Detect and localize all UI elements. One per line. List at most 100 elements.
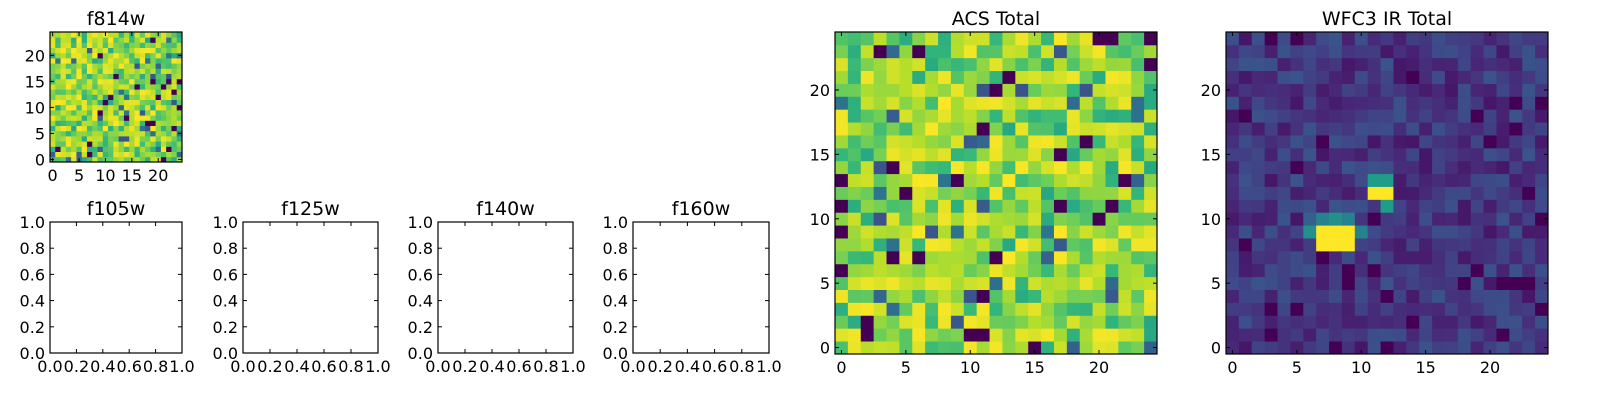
heatmap-cell [950, 57, 965, 72]
heatmap-cell [123, 47, 130, 54]
heatmap-cell [166, 42, 172, 48]
heatmap-cell [60, 32, 67, 38]
heatmap-cell [123, 78, 130, 85]
heatmap-cell [55, 37, 61, 43]
heatmap-cell [71, 104, 77, 111]
heatmap-cell [1238, 57, 1253, 72]
heatmap-cell [150, 78, 156, 85]
heatmap-cell [1522, 57, 1536, 72]
x-tick-label: 0.0 [37, 357, 62, 376]
heatmap-cell [1105, 276, 1119, 290]
heatmap-cell [86, 104, 93, 111]
heatmap-cell [1522, 32, 1536, 46]
heatmap-cell [55, 94, 61, 100]
heatmap-cell [1028, 341, 1042, 355]
heatmap-cell [1028, 32, 1042, 46]
heatmap-cell [1457, 238, 1472, 252]
heatmap-cell [1066, 160, 1081, 175]
heatmap-cell [1316, 315, 1330, 329]
heatmap-cell [950, 328, 965, 342]
heatmap-cell [86, 110, 93, 116]
heatmap-cell [1092, 238, 1106, 252]
heatmap-cell [1457, 263, 1472, 278]
heatmap-cell [118, 146, 125, 152]
heatmap-cell [155, 42, 162, 48]
panel-title: f105w [87, 198, 146, 220]
heatmap-cell [860, 44, 875, 59]
x-tick-label: 5 [901, 358, 911, 377]
heatmap-cell [50, 99, 56, 106]
heatmap-cell [55, 146, 61, 152]
heatmap-cell [1483, 289, 1497, 303]
heatmap-cell [1419, 135, 1433, 149]
heatmap-cell [176, 47, 183, 54]
heatmap-cell [950, 109, 965, 123]
heatmap-cell [160, 141, 167, 147]
heatmap-cell [1496, 289, 1510, 303]
heatmap-cell [1522, 96, 1536, 110]
heatmap-cell [1432, 263, 1446, 278]
heatmap-cell [71, 151, 77, 158]
heatmap-cell [886, 160, 900, 175]
heatmap-cell [1015, 341, 1029, 355]
heatmap-cell [860, 160, 875, 175]
heatmap-cell [1105, 32, 1119, 46]
heatmap-cell [1238, 276, 1253, 290]
heatmap-cell [81, 52, 88, 59]
heatmap-cell [1290, 238, 1304, 252]
heatmap-cell [1079, 57, 1093, 72]
heatmap-cell [171, 63, 178, 69]
panel-f125w: 0.0 0.2 0.4 0.6 0.8 1.00.00.20.40.60.81.0f125… [213, 198, 391, 376]
heatmap-cell [1380, 122, 1394, 136]
heatmap-cell [989, 96, 1003, 110]
heatmap-cell [1316, 328, 1330, 342]
heatmap-cell [1444, 199, 1459, 213]
heatmap-cell [92, 47, 98, 54]
heatmap-cell [1406, 70, 1420, 84]
heatmap-cell [1105, 96, 1119, 110]
heatmap-cell [1444, 250, 1459, 265]
heatmap-cell [1290, 225, 1304, 239]
heatmap-cell [1028, 238, 1042, 252]
heatmap-cell [113, 151, 120, 158]
heatmap-cell [1066, 315, 1081, 329]
heatmap-cell [150, 89, 156, 95]
heatmap-cell [976, 44, 990, 59]
heatmap-cell [873, 96, 887, 110]
heatmap-cell [1028, 173, 1042, 187]
heatmap-cell [1367, 263, 1381, 278]
heatmap-cell [1432, 302, 1446, 316]
heatmap-cell [1118, 302, 1132, 316]
heatmap-cell [963, 302, 978, 316]
heatmap-cell [1277, 70, 1291, 84]
heatmap-cell [1470, 135, 1484, 149]
heatmap-cell [899, 57, 913, 72]
heatmap-cell [976, 70, 990, 84]
heatmap-cell [1066, 44, 1081, 59]
heatmap-cell [835, 135, 849, 149]
heatmap-cell [1341, 57, 1356, 72]
heatmap-cell [108, 73, 114, 80]
heatmap-cell [1393, 225, 1407, 239]
heatmap-cell [1457, 199, 1472, 213]
heatmap-cell [1251, 212, 1266, 226]
heatmap-cell [97, 42, 104, 48]
heatmap-cell [134, 130, 141, 137]
heatmap-cell [1053, 44, 1068, 59]
heatmap-cell [60, 37, 67, 43]
heatmap-cell [71, 73, 77, 80]
heatmap-cell [1002, 328, 1016, 342]
heatmap-cell [92, 120, 98, 126]
heatmap-cell [60, 99, 67, 106]
y-tick-label: 10 [810, 210, 830, 229]
heatmap-cell [1118, 122, 1132, 136]
heatmap-cell [1341, 70, 1356, 84]
x-tick-label: 0.4 [479, 357, 504, 376]
heatmap-cell [1238, 160, 1253, 175]
heatmap-cell [1144, 122, 1158, 136]
heatmap-cell [166, 89, 172, 95]
y-tick-label: 0.4 [408, 292, 433, 311]
heatmap-cell [938, 44, 952, 59]
heatmap-cell [899, 328, 913, 342]
heatmap-cell [50, 151, 56, 158]
